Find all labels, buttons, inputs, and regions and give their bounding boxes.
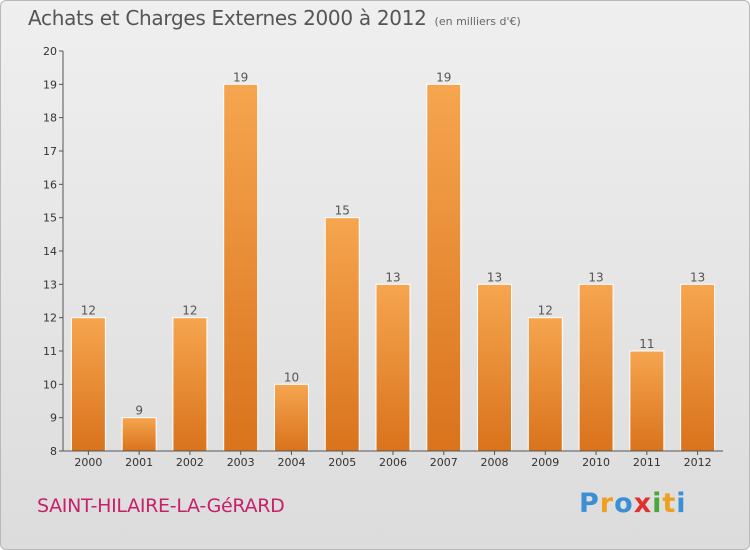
bar	[578, 283, 614, 452]
bar-value-label: 9	[135, 404, 143, 418]
x-tick-label: 2012	[684, 456, 712, 469]
logo-letter: i	[652, 488, 663, 519]
bar	[426, 83, 462, 452]
bar	[273, 383, 309, 452]
bar-value-label: 10	[284, 370, 299, 384]
bar-value-label: 13	[487, 270, 502, 284]
y-tick-label: 10	[43, 378, 57, 391]
x-tick-label: 2007	[430, 456, 458, 469]
chart-subtitle: (en milliers d'€)	[434, 15, 521, 28]
y-tick-label: 17	[43, 145, 57, 158]
bar	[375, 283, 411, 452]
bar	[680, 283, 716, 452]
x-tick-label: 2000	[74, 456, 102, 469]
x-tick-label: 2011	[633, 456, 661, 469]
bar-value-label: 13	[588, 270, 603, 284]
bar	[70, 317, 106, 452]
bar-value-label: 12	[81, 304, 96, 318]
y-tick-label: 8	[50, 445, 57, 458]
x-tick-label: 2004	[277, 456, 305, 469]
y-tick-label: 15	[43, 212, 57, 225]
bar-value-label: 12	[182, 304, 197, 318]
x-tick-label: 2001	[125, 456, 153, 469]
axes-group: 2000 2001 2002 2003 2004 2005 2006 2007 2008 2009…	[43, 45, 723, 469]
logo-letter: t	[662, 488, 677, 519]
chart-title: Achats et Charges Externes 2000 à 2012 (e…	[28, 6, 521, 30]
logo-letter: i	[676, 488, 687, 519]
bar	[477, 283, 513, 452]
bar-value-label: 13	[690, 270, 705, 284]
bar-value-label: 19	[233, 70, 248, 84]
y-tick-label: 12	[43, 312, 57, 325]
bar	[121, 417, 157, 452]
bar	[172, 317, 208, 452]
y-tick-label: 14	[43, 245, 57, 258]
logo-letter: o	[614, 488, 634, 519]
y-tick-label: 11	[43, 345, 57, 358]
y-tick-label: 18	[43, 112, 57, 125]
logo-letter: x	[633, 488, 653, 519]
bar	[324, 217, 360, 452]
x-tick-label: 2010	[582, 456, 610, 469]
logo-letter: P	[579, 488, 600, 519]
bar	[527, 317, 563, 452]
bar-value-label: 11	[639, 337, 654, 351]
x-tick-label: 2009	[531, 456, 559, 469]
bars-group: 12 9 12 19 10 15 13 19 13 12 13 11 13	[70, 70, 716, 452]
x-tick-label: 2002	[176, 456, 204, 469]
y-tick-label: 13	[43, 278, 57, 291]
x-tick-label: 2003	[227, 456, 255, 469]
bar-value-label: 19	[436, 70, 451, 84]
bar-value-label: 12	[538, 304, 553, 318]
x-tick-label: 2006	[379, 456, 407, 469]
bar-value-label: 13	[385, 270, 400, 284]
y-tick-label: 20	[43, 45, 57, 58]
y-tick-label: 19	[43, 78, 57, 91]
x-tick-label: 2008	[481, 456, 509, 469]
bar	[629, 350, 665, 452]
commune-name: SAINT-HILAIRE-LA-GéRARD	[37, 495, 285, 517]
chart-title-text: Achats et Charges Externes 2000 à 2012	[28, 6, 427, 30]
logo-letter: r	[599, 488, 615, 519]
proxiti-logo: Proxiti	[579, 488, 687, 519]
bar-value-label: 15	[335, 204, 350, 218]
y-tick-label: 16	[43, 178, 57, 191]
bar	[223, 83, 259, 452]
y-tick-label: 9	[50, 412, 57, 425]
x-tick-label: 2005	[328, 456, 356, 469]
